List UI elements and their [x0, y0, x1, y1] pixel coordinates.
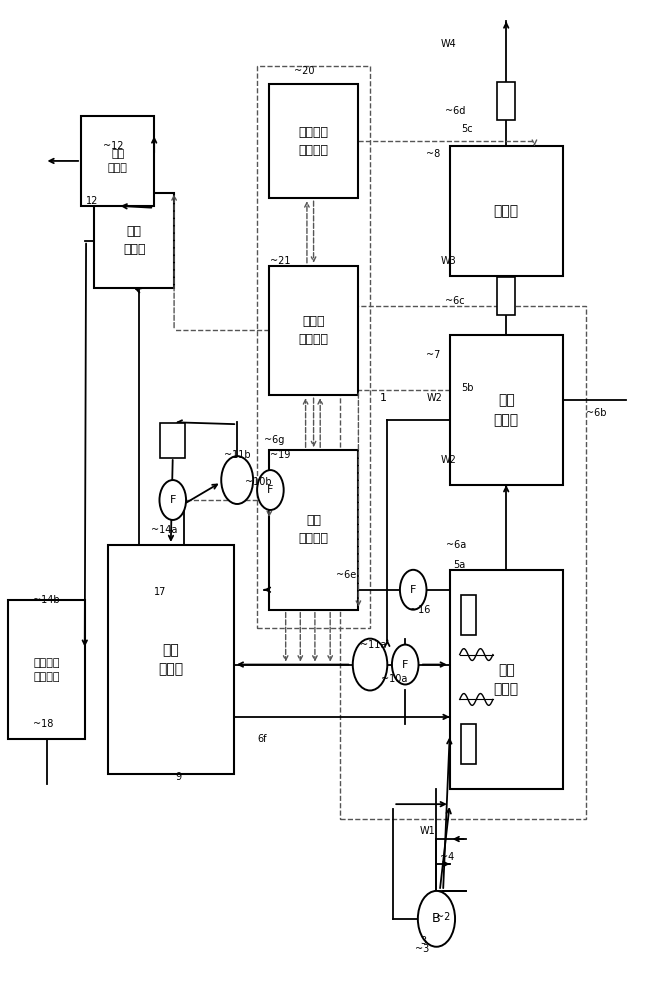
Text: F: F	[267, 485, 273, 495]
Text: 5b: 5b	[461, 383, 474, 393]
Circle shape	[392, 645, 418, 684]
Circle shape	[418, 891, 455, 947]
Text: ~6b: ~6b	[586, 408, 606, 418]
Circle shape	[159, 480, 186, 520]
Text: W1: W1	[419, 826, 435, 836]
Text: ~16: ~16	[410, 605, 430, 615]
Circle shape	[257, 470, 283, 510]
Bar	[461, 595, 476, 635]
Text: ~6d: ~6d	[445, 106, 466, 116]
Text: 3: 3	[420, 936, 426, 946]
Text: ~2: ~2	[436, 912, 451, 922]
Text: F: F	[402, 660, 408, 670]
Text: F: F	[169, 495, 176, 505]
Circle shape	[221, 456, 253, 504]
Text: W2: W2	[441, 455, 457, 465]
Text: 17: 17	[154, 587, 167, 597]
Text: ~11a: ~11a	[360, 640, 386, 650]
Bar	[257, 66, 370, 628]
Text: ~20: ~20	[293, 66, 314, 76]
Text: ~19: ~19	[270, 450, 291, 460]
Text: 实验数据
输入装置: 实验数据 输入装置	[299, 125, 329, 156]
Text: 5c: 5c	[461, 124, 473, 134]
Text: 5a: 5a	[453, 560, 466, 570]
Bar	[461, 724, 476, 764]
Bar	[497, 82, 516, 120]
Bar	[94, 193, 174, 288]
Text: 数据
存储装置: 数据 存储装置	[299, 514, 329, 545]
Text: W3: W3	[441, 256, 457, 266]
Text: ~10b: ~10b	[245, 477, 271, 487]
Text: ~14b: ~14b	[33, 595, 60, 605]
Text: 运算及
控制装置: 运算及 控制装置	[299, 315, 329, 346]
Text: 排出气体
分解装置: 排出气体 分解装置	[33, 658, 60, 682]
Text: 消毒池: 消毒池	[494, 204, 519, 218]
Text: ~6c: ~6c	[445, 296, 465, 306]
Text: ~6g: ~6g	[263, 435, 284, 445]
Text: ~11b: ~11b	[224, 450, 251, 460]
Text: B: B	[432, 912, 441, 925]
Bar	[269, 450, 358, 610]
Bar	[340, 306, 586, 819]
Text: 9: 9	[175, 772, 181, 782]
Circle shape	[353, 639, 388, 690]
Text: 6f: 6f	[257, 734, 267, 744]
Text: W2: W2	[426, 393, 442, 403]
Text: ~7: ~7	[426, 350, 441, 360]
Bar	[450, 335, 563, 485]
Text: 固液
分离槽: 固液 分离槽	[494, 393, 519, 427]
Text: 生物
处理槽: 生物 处理槽	[494, 663, 519, 696]
Bar	[497, 277, 516, 315]
Circle shape	[400, 570, 426, 610]
Text: ~21: ~21	[270, 256, 291, 266]
Bar	[450, 146, 563, 276]
Bar	[81, 116, 154, 206]
Text: ~6a: ~6a	[446, 540, 467, 550]
Bar	[107, 545, 234, 774]
Text: F: F	[410, 585, 416, 595]
Text: W4: W4	[441, 39, 457, 49]
Text: ~4: ~4	[440, 852, 454, 862]
Bar	[450, 570, 563, 789]
Text: ~18: ~18	[33, 719, 53, 729]
Text: 气体
发生器: 气体 发生器	[123, 225, 145, 256]
Text: ~8: ~8	[426, 149, 441, 159]
Text: ~12: ~12	[103, 141, 123, 151]
Bar	[269, 266, 358, 395]
Text: 气体
発生器: 气体 発生器	[107, 149, 127, 173]
Bar	[9, 600, 85, 739]
Text: ~14a: ~14a	[151, 525, 177, 535]
Bar	[160, 423, 185, 458]
Text: 1: 1	[380, 393, 387, 403]
Bar	[269, 84, 358, 198]
Text: ~3: ~3	[415, 944, 430, 954]
Text: 厌氧
反应槽: 厌氧 反应槽	[158, 643, 183, 676]
Text: 12: 12	[86, 196, 98, 206]
Text: ~6e: ~6e	[336, 570, 356, 580]
Text: ~10a: ~10a	[382, 675, 408, 685]
